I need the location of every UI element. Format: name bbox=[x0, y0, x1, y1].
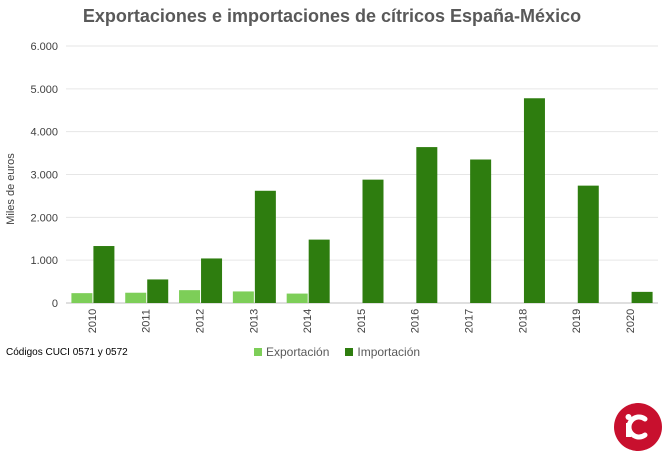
y-tick-label: 4.000 bbox=[30, 127, 58, 139]
y-tick-label: 6.000 bbox=[30, 41, 58, 53]
y-tick-label: 0 bbox=[52, 298, 58, 310]
y-tick-label: 2.000 bbox=[30, 212, 58, 224]
y-tick-label: 3.000 bbox=[30, 170, 58, 182]
bar-importacion bbox=[470, 159, 492, 303]
bar-exportacion bbox=[179, 290, 201, 303]
x-tick-label: 2014 bbox=[302, 309, 314, 333]
x-tick-label: 2012 bbox=[194, 309, 206, 333]
legend-swatch-import bbox=[345, 348, 354, 356]
legend-item-export: Exportación bbox=[254, 345, 329, 359]
x-tick-label: 2016 bbox=[410, 309, 422, 333]
legend-label-import: Importación bbox=[357, 345, 421, 359]
bar-importacion bbox=[416, 147, 438, 303]
y-tick-label: 1.000 bbox=[30, 255, 58, 267]
legend-swatch-export bbox=[254, 348, 262, 356]
bar-importacion bbox=[147, 279, 169, 303]
x-tick-label: 2010 bbox=[87, 309, 99, 333]
legend: Exportación Importación bbox=[254, 345, 420, 359]
bar-exportacion bbox=[125, 292, 147, 303]
x-tick-label: 2015 bbox=[356, 309, 368, 333]
legend-item-import: Importación bbox=[345, 345, 420, 359]
x-tick-label: 2011 bbox=[141, 309, 153, 333]
bar-importacion bbox=[577, 185, 599, 303]
bar-importacion bbox=[631, 291, 653, 303]
y-tick-label: 5.000 bbox=[30, 84, 58, 96]
bar-importacion bbox=[308, 239, 330, 303]
bar-exportacion bbox=[286, 293, 308, 303]
x-tick-label: 2017 bbox=[464, 309, 476, 333]
chart-title: Exportaciones e importaciones de cítrico… bbox=[82, 6, 582, 26]
x-tick-label: 2019 bbox=[571, 309, 583, 333]
bar-importacion bbox=[254, 190, 276, 303]
footnote: Códigos CUCI 0571 y 0572 bbox=[6, 347, 128, 358]
x-tick-label: 2018 bbox=[517, 309, 529, 333]
bar-importacion bbox=[523, 98, 545, 303]
ic-logo-icon bbox=[614, 403, 662, 451]
bar-exportacion bbox=[71, 293, 93, 303]
legend-label-export: Exportación bbox=[266, 345, 330, 359]
bar-importacion bbox=[93, 246, 115, 303]
bar-importacion bbox=[362, 179, 384, 303]
x-tick-label: 2013 bbox=[248, 309, 260, 333]
bar-importacion bbox=[201, 258, 223, 303]
bar-exportacion bbox=[232, 291, 254, 303]
x-tick-label: 2020 bbox=[625, 309, 637, 333]
